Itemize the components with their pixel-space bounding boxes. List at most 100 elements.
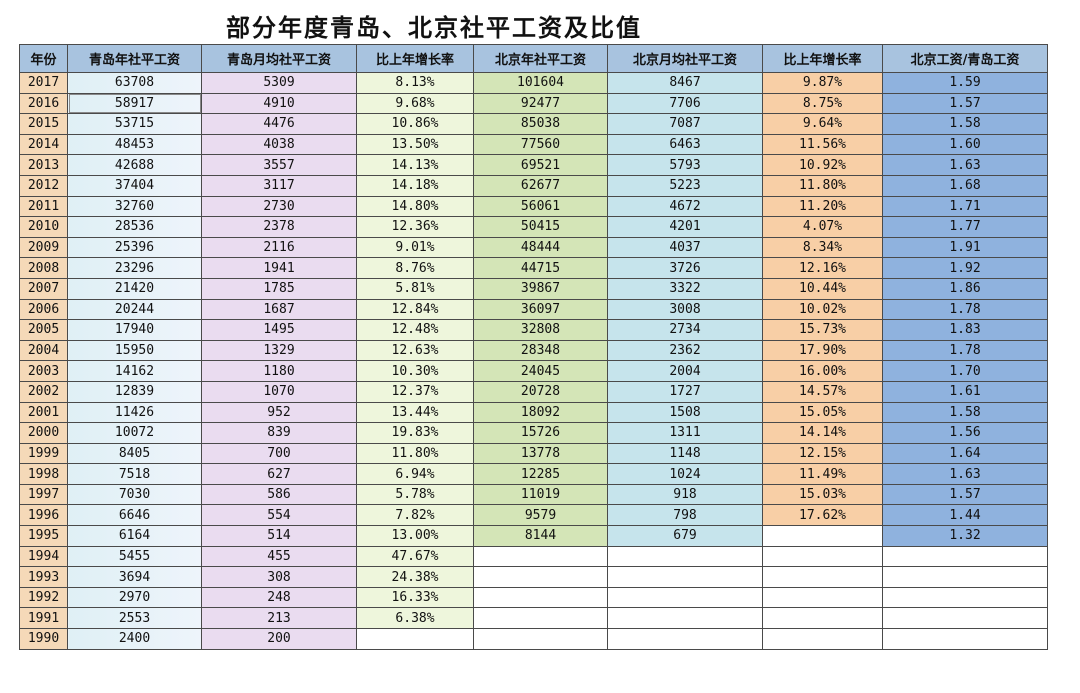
qingdao-growth-cell[interactable]: 11.80% — [356, 442, 474, 465]
beijing-monthly-cell[interactable]: 5793 — [607, 154, 763, 176]
beijing-annual-cell[interactable]: 9579 — [473, 504, 608, 527]
beijing-growth-cell[interactable] — [762, 586, 883, 609]
beijing-monthly-cell[interactable]: 1508 — [607, 401, 763, 424]
beijing-monthly-cell[interactable]: 3726 — [607, 257, 763, 279]
ratio-cell[interactable]: 1.78 — [882, 339, 1048, 362]
beijing-growth-cell[interactable] — [762, 566, 883, 588]
year-cell[interactable]: 1996 — [19, 504, 68, 527]
beijing-growth-cell[interactable]: 17.90% — [762, 339, 883, 362]
qingdao-annual-cell[interactable]: 7030 — [67, 483, 202, 506]
year-cell[interactable]: 2000 — [19, 422, 68, 444]
beijing-growth-cell[interactable]: 11.49% — [762, 463, 883, 485]
ratio-cell[interactable] — [882, 607, 1048, 630]
qingdao-growth-cell[interactable]: 8.76% — [356, 257, 474, 279]
qingdao-growth-cell[interactable]: 13.44% — [356, 401, 474, 424]
beijing-growth-cell[interactable]: 12.16% — [762, 257, 883, 279]
beijing-annual-cell[interactable]: 24045 — [473, 360, 608, 382]
qingdao-annual-cell[interactable]: 25396 — [67, 236, 202, 259]
beijing-annual-cell[interactable]: 44715 — [473, 257, 608, 279]
qingdao-monthly-cell[interactable]: 586 — [201, 483, 357, 506]
year-cell[interactable]: 1990 — [19, 628, 68, 650]
beijing-growth-cell[interactable]: 9.87% — [762, 72, 883, 94]
beijing-annual-cell[interactable] — [473, 628, 608, 650]
beijing-monthly-cell[interactable]: 1024 — [607, 463, 763, 485]
beijing-growth-cell[interactable]: 17.62% — [762, 504, 883, 527]
beijing-annual-cell[interactable]: 50415 — [473, 216, 608, 238]
beijing-monthly-cell[interactable]: 679 — [607, 525, 763, 547]
ratio-cell[interactable] — [882, 628, 1048, 650]
ratio-cell[interactable]: 1.68 — [882, 174, 1048, 197]
ratio-cell[interactable]: 1.78 — [882, 298, 1048, 321]
ratio-cell[interactable]: 1.63 — [882, 154, 1048, 176]
ratio-cell[interactable]: 1.58 — [882, 401, 1048, 424]
beijing-growth-cell[interactable]: 10.92% — [762, 154, 883, 176]
qingdao-growth-cell[interactable]: 8.13% — [356, 72, 474, 94]
ratio-cell[interactable]: 1.77 — [882, 216, 1048, 238]
qingdao-growth-cell[interactable]: 9.01% — [356, 236, 474, 259]
year-cell[interactable]: 2012 — [19, 174, 68, 197]
qingdao-monthly-cell[interactable]: 2378 — [201, 216, 357, 238]
qingdao-growth-cell[interactable]: 7.82% — [356, 504, 474, 527]
beijing-monthly-cell[interactable]: 1727 — [607, 380, 763, 403]
qingdao-monthly-cell[interactable]: 839 — [201, 422, 357, 444]
beijing-monthly-cell[interactable]: 2362 — [607, 339, 763, 362]
ratio-cell[interactable]: 1.56 — [882, 422, 1048, 444]
qingdao-annual-cell[interactable]: 7518 — [67, 463, 202, 485]
qingdao-monthly-cell[interactable]: 200 — [201, 628, 357, 650]
qingdao-monthly-cell[interactable]: 5309 — [201, 72, 357, 94]
qingdao-monthly-cell[interactable]: 1070 — [201, 380, 357, 403]
beijing-annual-cell[interactable] — [473, 566, 608, 588]
beijing-monthly-cell[interactable]: 4672 — [607, 195, 763, 218]
qingdao-monthly-cell[interactable]: 4476 — [201, 113, 357, 135]
qingdao-growth-cell[interactable]: 47.67% — [356, 545, 474, 568]
ratio-cell[interactable]: 1.60 — [882, 133, 1048, 156]
beijing-growth-cell[interactable]: 15.73% — [762, 319, 883, 341]
ratio-cell[interactable]: 1.63 — [882, 463, 1048, 485]
ratio-cell[interactable]: 1.58 — [882, 113, 1048, 135]
qingdao-annual-cell[interactable]: 6164 — [67, 525, 202, 547]
qingdao-annual-cell[interactable]: 10072 — [67, 422, 202, 444]
beijing-growth-cell[interactable]: 15.05% — [762, 401, 883, 424]
qingdao-monthly-cell[interactable]: 514 — [201, 525, 357, 547]
beijing-monthly-cell[interactable]: 918 — [607, 483, 763, 506]
beijing-annual-cell[interactable]: 12285 — [473, 463, 608, 485]
qingdao-monthly-cell[interactable]: 952 — [201, 401, 357, 424]
beijing-growth-cell[interactable]: 15.03% — [762, 483, 883, 506]
beijing-annual-cell[interactable]: 77560 — [473, 133, 608, 156]
qingdao-annual-cell[interactable]: 3694 — [67, 566, 202, 588]
qingdao-growth-cell[interactable]: 12.36% — [356, 216, 474, 238]
beijing-growth-cell[interactable]: 11.80% — [762, 174, 883, 197]
year-cell[interactable]: 2017 — [19, 72, 68, 94]
qingdao-growth-cell[interactable]: 13.50% — [356, 133, 474, 156]
beijing-monthly-cell[interactable]: 798 — [607, 504, 763, 527]
ratio-cell[interactable]: 1.71 — [882, 195, 1048, 218]
qingdao-annual-cell[interactable]: 2553 — [67, 607, 202, 630]
beijing-annual-cell[interactable]: 39867 — [473, 277, 608, 300]
ratio-cell[interactable]: 1.61 — [882, 380, 1048, 403]
qingdao-growth-cell[interactable]: 16.33% — [356, 586, 474, 609]
qingdao-annual-cell[interactable]: 58917 — [67, 92, 202, 115]
beijing-monthly-cell[interactable] — [607, 586, 763, 609]
qingdao-annual-cell[interactable]: 48453 — [67, 133, 202, 156]
beijing-monthly-cell[interactable] — [607, 628, 763, 650]
qingdao-annual-cell[interactable]: 32760 — [67, 195, 202, 218]
beijing-monthly-cell[interactable]: 2004 — [607, 360, 763, 382]
beijing-annual-cell[interactable]: 20728 — [473, 380, 608, 403]
beijing-monthly-cell[interactable]: 1148 — [607, 442, 763, 465]
beijing-annual-cell[interactable]: 8144 — [473, 525, 608, 547]
qingdao-monthly-cell[interactable]: 1180 — [201, 360, 357, 382]
year-cell[interactable]: 1997 — [19, 483, 68, 506]
qingdao-monthly-cell[interactable]: 1329 — [201, 339, 357, 362]
beijing-annual-cell[interactable]: 15726 — [473, 422, 608, 444]
qingdao-monthly-cell[interactable]: 627 — [201, 463, 357, 485]
qingdao-annual-cell[interactable]: 14162 — [67, 360, 202, 382]
qingdao-annual-cell[interactable]: 23296 — [67, 257, 202, 279]
beijing-growth-cell[interactable] — [762, 628, 883, 650]
header-beijing-monthly[interactable]: 北京月均社平工资 — [607, 44, 763, 73]
beijing-growth-cell[interactable]: 4.07% — [762, 216, 883, 238]
qingdao-monthly-cell[interactable]: 213 — [201, 607, 357, 630]
qingdao-growth-cell[interactable]: 14.13% — [356, 154, 474, 176]
qingdao-annual-cell[interactable]: 20244 — [67, 298, 202, 321]
qingdao-annual-cell[interactable]: 28536 — [67, 216, 202, 238]
ratio-cell[interactable]: 1.83 — [882, 319, 1048, 341]
